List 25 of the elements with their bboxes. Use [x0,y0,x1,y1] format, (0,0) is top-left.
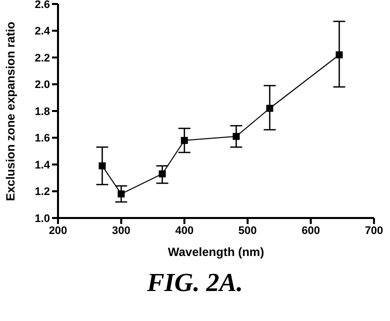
point [180,136,188,144]
y-tick-label: 1.2 [34,186,50,198]
y-tick-label: 2.6 [34,0,50,11]
y-axis-title: Exclusion zone expansion ratio [3,22,18,201]
y-tick-label: 1.0 [34,212,50,225]
point [158,170,166,178]
x-tick-label: 500 [238,224,257,237]
y-tick-label: 1.4 [34,159,51,172]
x-axis-title: Wavelength (nm) [168,245,264,259]
point [336,51,343,58]
y-tick-label: 1.6 [34,132,50,145]
point [232,132,240,140]
x-tick-label: 600 [302,224,320,237]
x-tick-label: 300 [112,224,130,237]
y-tick-label: 2.0 [34,79,50,92]
x-tick-label: 400 [175,224,194,237]
point [266,104,274,112]
point [98,162,106,170]
y-tick-label: 2.4 [34,26,51,38]
x-tick-label: 200 [48,224,68,237]
caption: FIG. 2A. [146,268,244,298]
y-tick-label: 1.8 [34,106,50,118]
point [118,190,125,198]
y-tick-label: 2.2 [34,52,50,64]
x-tick-label: 700 [364,224,384,237]
